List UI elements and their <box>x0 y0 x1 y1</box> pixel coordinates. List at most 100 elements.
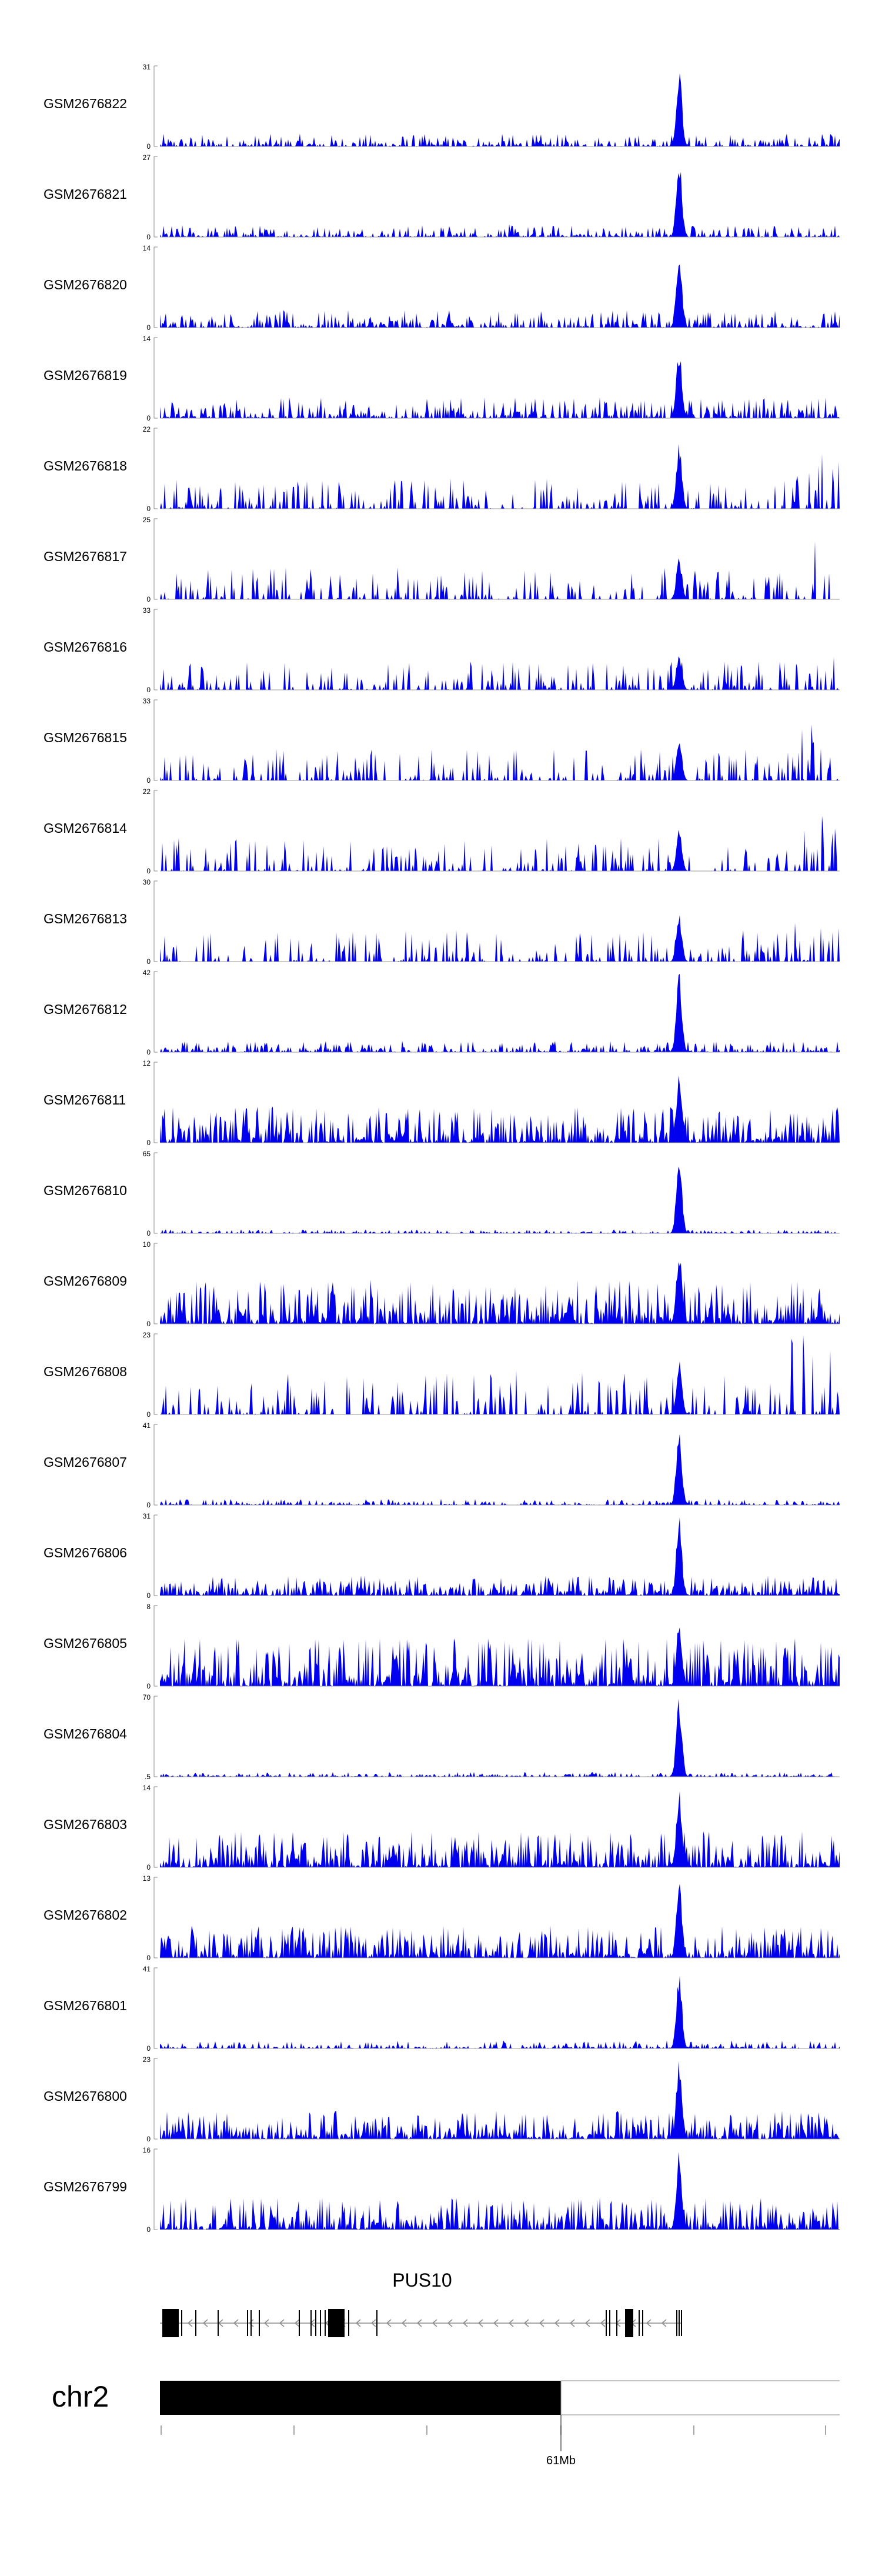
strand-arrow <box>539 2319 544 2327</box>
strand-arrow <box>554 2319 560 2327</box>
position-tick-label: 61Mb <box>546 2454 576 2467</box>
track-label: GSM2676809 <box>44 1273 127 1289</box>
signal-area <box>160 172 840 237</box>
ymax-label: 22 <box>143 425 151 433</box>
gene-exon <box>376 2310 377 2336</box>
strand-arrow <box>386 2319 392 2327</box>
signal-area <box>160 816 840 871</box>
ymax-label: 33 <box>143 697 151 705</box>
ymax-label: 41 <box>143 1422 151 1430</box>
ymax-label: 41 <box>143 1965 151 1973</box>
track-GSM2676803: GSM2676803 14 0 <box>44 1784 840 1871</box>
ymin-label: 0 <box>146 233 151 241</box>
chromosome-band <box>160 2381 561 2415</box>
ymax-label: 16 <box>143 2146 151 2154</box>
track-GSM2676812: GSM2676812 42 0 <box>44 969 840 1056</box>
signal-area <box>160 73 840 146</box>
track-label: GSM2676802 <box>44 1907 127 1923</box>
gene-exon <box>328 2309 345 2337</box>
track-label: GSM2676808 <box>44 1364 127 1379</box>
ymin-label: 0 <box>146 505 151 513</box>
gene-track: PUS10 <box>160 2270 682 2337</box>
strand-arrow <box>584 2319 590 2327</box>
ymax-label: 25 <box>143 516 151 524</box>
track-GSM2676801: GSM2676801 41 0 <box>44 1965 840 2053</box>
strand-arrow <box>355 2319 361 2327</box>
signal-area <box>160 1262 840 1324</box>
track-GSM2676808: GSM2676808 23 0 <box>44 1331 840 1419</box>
track-label: GSM2676801 <box>44 1998 127 2013</box>
signal-area <box>160 1976 840 2048</box>
track-label: GSM2676813 <box>44 911 127 926</box>
gene-exon <box>679 2310 680 2336</box>
signal-tracks: GSM2676822310GSM2676821270GSM2676820140G… <box>44 63 840 2234</box>
signal-area <box>160 2151 840 2230</box>
strand-arrow <box>447 2319 453 2327</box>
track-GSM2676815: GSM2676815 33 0 <box>44 697 840 785</box>
track-label: GSM2676817 <box>44 549 127 564</box>
track-GSM2676813: GSM2676813 30 0 <box>44 878 840 966</box>
track-GSM2676816: GSM2676816 33 0 <box>44 606 840 694</box>
ymax-label: 8 <box>146 1603 151 1611</box>
track-GSM2676821: GSM2676821 27 0 <box>44 154 840 241</box>
ymax-label: 23 <box>143 2056 151 2064</box>
track-label: GSM2676805 <box>44 1636 127 1651</box>
track-label: GSM2676807 <box>44 1454 127 1470</box>
ymin-label: 0 <box>146 1410 151 1419</box>
signal-area <box>160 541 840 599</box>
gene-exon <box>320 2310 321 2336</box>
ymin-label: 0 <box>146 1501 151 1509</box>
ymax-label: 30 <box>143 878 151 886</box>
track-GSM2676809: GSM2676809 10 0 <box>44 1240 840 1328</box>
gene-exon <box>195 2310 196 2336</box>
track-label: GSM2676800 <box>44 2088 127 2104</box>
track-label: GSM2676822 <box>44 96 127 111</box>
strand-arrow <box>263 2319 269 2327</box>
signal-area <box>160 1884 840 1958</box>
track-label: GSM2676820 <box>44 277 127 292</box>
ymin-label: 0 <box>146 142 151 151</box>
ymin-label: 0 <box>146 2225 151 2234</box>
gene-exon <box>606 2310 607 2336</box>
strand-arrow <box>187 2319 193 2327</box>
signal-area <box>160 361 840 418</box>
track-GSM2676820: GSM2676820 14 0 <box>44 244 840 332</box>
track-GSM2676805: GSM2676805 8 0 <box>44 1603 840 1690</box>
strand-arrow <box>294 2319 300 2327</box>
gene-exon <box>348 2310 349 2336</box>
strand-arrow <box>432 2319 437 2327</box>
ymax-label: 33 <box>143 606 151 615</box>
track-label: GSM2676814 <box>44 820 127 836</box>
ymin-label: 0 <box>146 1048 151 1056</box>
chromosome-name: chr2 <box>52 2380 109 2413</box>
gene-exon <box>250 2310 252 2336</box>
track-label: GSM2676803 <box>44 1817 127 1832</box>
ymin-label: 0 <box>146 414 151 422</box>
signal-area <box>160 1627 840 1686</box>
ymax-label: 13 <box>143 1874 151 1883</box>
signal-area <box>160 1075 840 1143</box>
strand-arrow <box>202 2319 208 2327</box>
signal-area <box>160 915 840 962</box>
ymin-label: 0 <box>146 1682 151 1690</box>
ymin-label: 0 <box>146 686 151 694</box>
signal-area <box>160 1334 840 1414</box>
strand-arrow <box>508 2319 514 2327</box>
ymax-label: 42 <box>143 969 151 977</box>
ymin-label: 0 <box>146 1954 151 1962</box>
track-label: GSM2676821 <box>44 186 127 202</box>
track-GSM2676806: GSM2676806 31 0 <box>44 1512 840 1600</box>
gene-exon <box>609 2310 610 2336</box>
track-GSM2676818: GSM2676818 22 0 <box>44 425 840 513</box>
signal-area <box>160 656 840 690</box>
ymin-label: 0 <box>146 323 151 332</box>
track-GSM2676819: GSM2676819 14 0 <box>44 335 840 422</box>
strand-arrow <box>462 2319 468 2327</box>
ymin-label: 0 <box>146 1863 151 1871</box>
signal-area <box>160 1166 840 1233</box>
strand-arrow <box>370 2319 376 2327</box>
strand-arrow <box>600 2319 606 2327</box>
ymin-label: 0 <box>146 957 151 966</box>
signal-area <box>160 1791 840 1867</box>
strand-arrow <box>569 2319 575 2327</box>
